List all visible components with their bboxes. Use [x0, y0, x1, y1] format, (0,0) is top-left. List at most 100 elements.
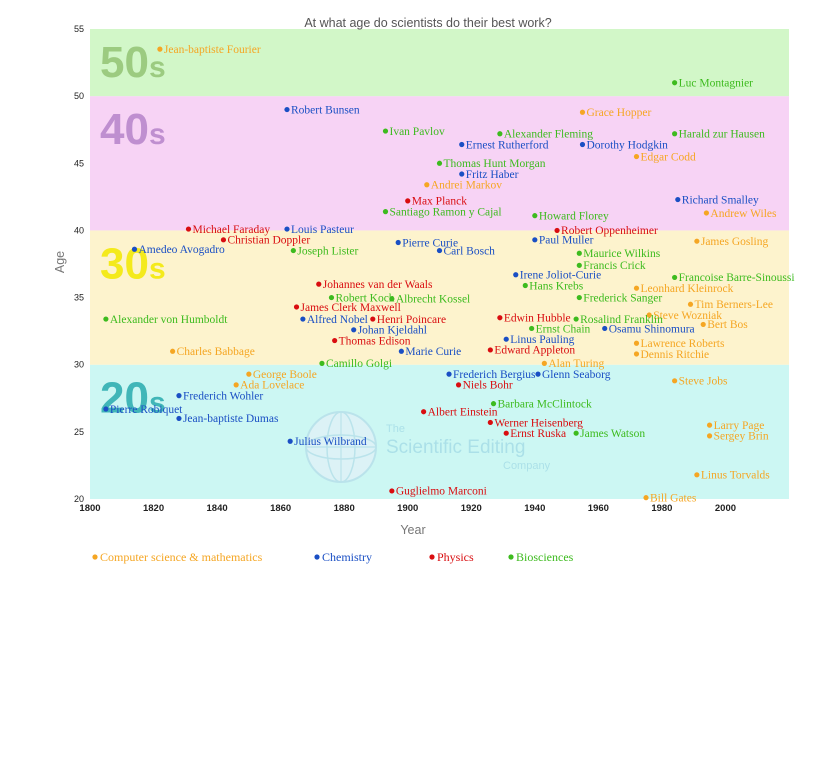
point-label: Robert Oppenheimer — [561, 225, 658, 237]
point-label: Alfred Nobel — [307, 314, 368, 326]
point-label: Max Planck — [412, 196, 468, 208]
band-label-20s: 20s — [100, 374, 166, 423]
point-marker — [579, 141, 586, 148]
point-label: Larry Page — [714, 420, 765, 432]
point-marker — [643, 495, 649, 501]
x-tick-label: 1960 — [588, 503, 609, 514]
scientist-point: Rosalind Franklin — [573, 314, 663, 326]
point-label: Frederich Bergius — [453, 369, 536, 381]
y-axis-title: Age — [53, 251, 67, 273]
point-label: Dorothy Hodgkin — [586, 139, 668, 151]
point-marker — [395, 239, 401, 246]
scientist-point: Lawrence Roberts — [633, 338, 725, 350]
scientist-point: Robert Oppenheimer — [554, 225, 658, 237]
x-tick-label: 1800 — [79, 503, 100, 514]
point-marker — [522, 282, 528, 289]
watermark: The Scientific Editing Company — [305, 411, 551, 483]
point-marker — [398, 348, 404, 354]
scientist-point: Ada Lovelace — [233, 380, 304, 392]
scientist-point: Dennis Ritchie — [633, 349, 709, 361]
point-label: Michael Faraday — [192, 224, 270, 236]
point-label: Bert Bos — [707, 319, 748, 331]
point-label: Linus Pauling — [510, 334, 574, 346]
point-marker — [672, 80, 678, 86]
scientist-point: Edgar Codd — [633, 151, 696, 163]
point-label: Luc Montagnier — [679, 78, 754, 90]
scientist-point: Luc Montagnier — [672, 78, 753, 90]
scientist-point: Steve Wozniak — [646, 310, 722, 322]
point-label: Howard Florey — [539, 210, 609, 222]
band-50s — [90, 29, 789, 97]
legend: Computer science & mathematics Chemistry P… — [92, 550, 574, 564]
point-label: Sergey Brin — [714, 431, 769, 443]
scientist-point: Leonhard Kleinrock — [633, 283, 734, 295]
point-marker — [497, 315, 503, 321]
scientist-point: Tim Berners-Lee — [687, 299, 773, 311]
point-marker — [579, 109, 586, 115]
point-label: Glenn Seaborg — [542, 369, 611, 381]
legend-label: Chemistry — [322, 550, 372, 564]
point-marker — [436, 247, 443, 254]
y-tick-label: 25 — [74, 427, 84, 437]
point-label: Guglielmo Marconi — [396, 486, 487, 498]
point-marker — [300, 316, 306, 322]
scientist-point: Sergey Brin — [706, 431, 769, 443]
point-marker — [389, 488, 395, 494]
legend-marker — [92, 554, 98, 560]
point-marker — [389, 296, 395, 302]
point-marker — [576, 294, 582, 301]
scientist-point: Frederick Sanger — [576, 292, 662, 304]
scientist-point: Joseph Lister — [290, 245, 359, 257]
scientist-point: Alfred Nobel — [300, 314, 368, 326]
point-marker — [351, 327, 357, 333]
point-marker — [633, 351, 640, 357]
x-tick-label: 1820 — [143, 503, 164, 514]
point-marker — [503, 336, 509, 342]
scientist-point: Johannes van der Waals — [316, 279, 433, 291]
point-marker — [646, 312, 652, 318]
scientist-point: Marie Curie — [398, 346, 461, 358]
scientist-point: Maurice Wilkins — [576, 248, 661, 260]
scientist-point: Johan Kjeldahl — [351, 325, 427, 337]
x-tick-label: 1860 — [270, 503, 291, 514]
point-label: Pierre Curie — [402, 237, 458, 249]
point-label: Alexander von Humboldt — [110, 314, 228, 326]
point-marker — [176, 393, 182, 399]
point-marker — [706, 433, 713, 439]
scientist-point: George Boole — [246, 369, 317, 381]
y-tick-label: 55 — [74, 24, 84, 34]
point-label: Fritz Haber — [466, 169, 519, 181]
x-tick-label: 1840 — [207, 503, 228, 514]
point-marker — [700, 321, 706, 328]
scientist-point: Harald zur Hausen — [672, 129, 765, 141]
point-marker — [576, 262, 582, 268]
scientist-point: Paul Muller — [532, 235, 594, 247]
point-label: Camillo Golgi — [326, 358, 392, 370]
scientist-point: Linus Torvalds — [694, 470, 770, 482]
point-label: Andrew Wiles — [710, 208, 777, 220]
point-label: Lawrence Roberts — [640, 338, 725, 350]
point-marker — [633, 340, 640, 346]
point-label: Steve Jobs — [679, 376, 728, 388]
scientist-point: Louis Pasteur — [284, 224, 354, 236]
scientist-point: Larry Page — [706, 420, 765, 432]
scientist-point: Frederich Bergius — [446, 369, 536, 381]
scientist-point: Bill Gates — [643, 492, 697, 504]
point-label: Barbara McClintock — [498, 398, 592, 410]
point-label: Christian Doppler — [227, 235, 310, 247]
point-marker — [672, 131, 678, 137]
scientist-point: Jean-baptiste Dumas — [176, 413, 279, 425]
point-marker — [706, 422, 713, 428]
point-label: Osamu Shinomura — [609, 323, 695, 335]
scientist-point: Steve Jobs — [672, 376, 728, 388]
scientist-point: Pierre Robiquet — [103, 404, 183, 416]
point-marker — [246, 371, 252, 377]
band-20s — [90, 364, 789, 499]
point-label: Harald zur Hausen — [679, 129, 765, 141]
point-marker — [529, 325, 535, 332]
scientist-point: Guglielmo Marconi — [389, 486, 487, 498]
watermark-line3: Company — [503, 460, 551, 472]
point-marker — [421, 409, 427, 415]
x-axis-title: Year — [400, 523, 425, 537]
point-marker — [332, 337, 338, 344]
